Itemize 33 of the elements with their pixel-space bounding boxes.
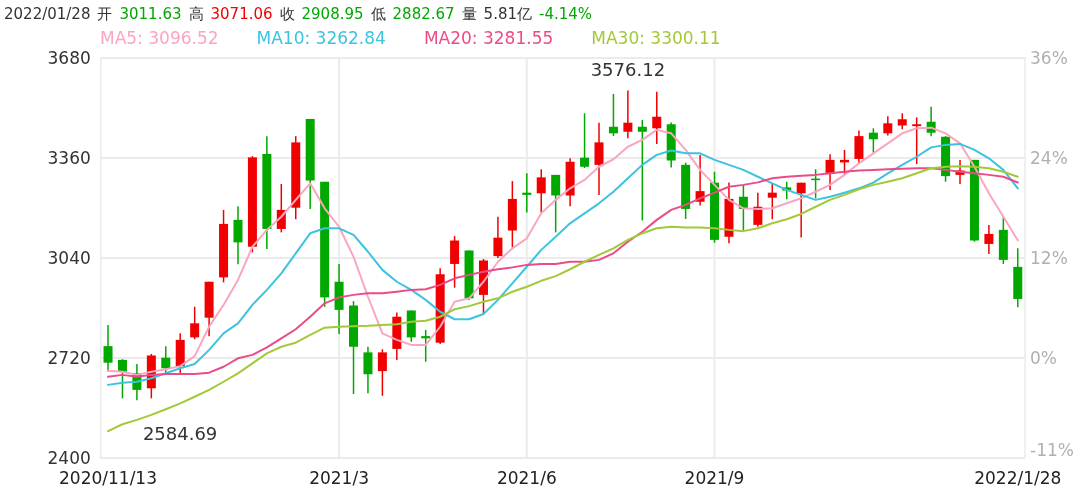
x-tick-label: 2020/11/13 bbox=[59, 468, 158, 488]
text: 5.81亿 bbox=[483, 5, 532, 23]
y2-tick-label: 24% bbox=[1030, 148, 1068, 168]
y-tick-label: 3680 bbox=[47, 48, 91, 68]
y2-tick-label: 12% bbox=[1030, 248, 1068, 268]
text: -4.14% bbox=[539, 5, 593, 23]
y-tick-label: 2720 bbox=[47, 348, 91, 368]
text: 3011.63 bbox=[119, 5, 182, 23]
y-tick-label: 2400 bbox=[47, 448, 91, 468]
text: 低 bbox=[370, 5, 386, 23]
text: 开 bbox=[97, 5, 113, 23]
text: MA5: 3096.52 bbox=[100, 28, 219, 48]
text: 2908.95 bbox=[301, 5, 364, 23]
text: 2882.67 bbox=[392, 5, 455, 23]
text: 3071.06 bbox=[210, 5, 273, 23]
x-tick-label: 2021/6 bbox=[496, 468, 557, 488]
y-tick-label: 3360 bbox=[47, 148, 91, 168]
x-tick-label: 2021/9 bbox=[684, 468, 745, 488]
y2-tick-label: 36% bbox=[1030, 48, 1068, 68]
text: 2022/01/28 bbox=[4, 5, 91, 23]
text: MA20: 3281.55 bbox=[423, 28, 554, 48]
text: 收 bbox=[279, 5, 295, 23]
y-tick-label: 3040 bbox=[47, 248, 91, 268]
text: MA10: 3262.84 bbox=[256, 28, 386, 48]
y2-tick-label: -11% bbox=[1030, 439, 1074, 460]
annotation: 2584.69 bbox=[142, 423, 218, 445]
text: 高 bbox=[188, 5, 204, 23]
text: 量 bbox=[461, 5, 477, 23]
x-tick-label: 2022/1/28 bbox=[974, 468, 1062, 488]
annotation: 3576.12 bbox=[590, 59, 666, 81]
text: MA30: 3300.11 bbox=[591, 28, 721, 48]
x-tick-label: 2021/3 bbox=[309, 468, 369, 488]
y2-tick-label: 0% bbox=[1030, 348, 1057, 368]
